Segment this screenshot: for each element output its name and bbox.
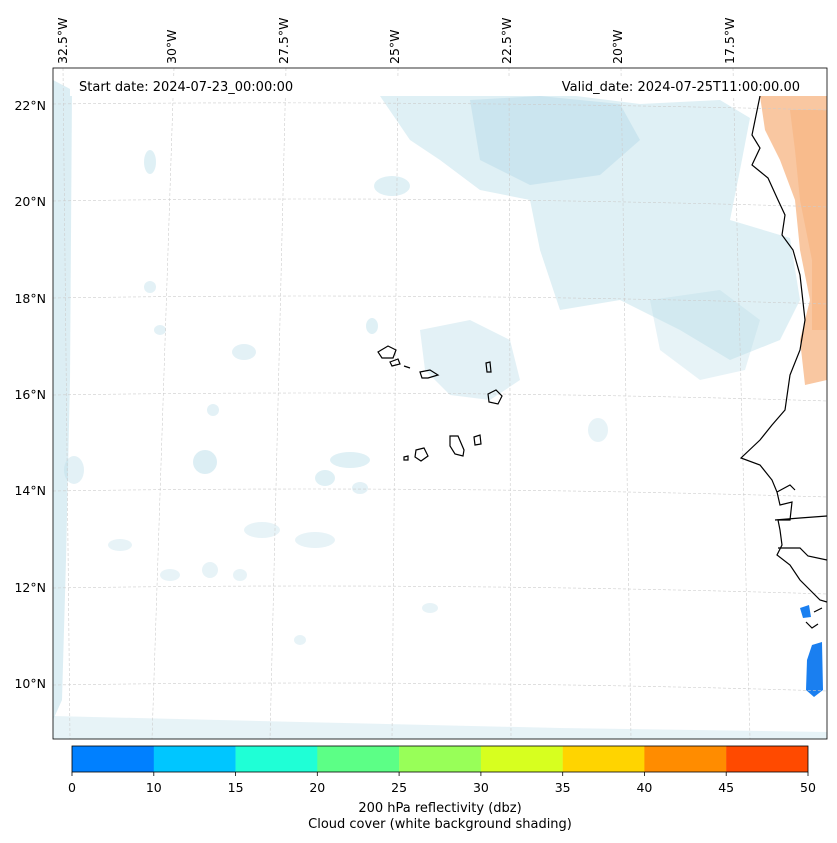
lon-label-20w: 20°W <box>610 29 625 64</box>
reflectivity-cell-small <box>800 605 811 618</box>
cloud-cell <box>294 635 306 645</box>
colorbar-tick-label: 35 <box>555 780 571 795</box>
colorbar-tick-label: 50 <box>800 780 816 795</box>
latitude-labels: 22°N 20°N 18°N 16°N 14°N 12°N 10°N <box>14 98 46 691</box>
cape-verde-islands <box>377 345 503 462</box>
island-boa-vista <box>487 389 503 405</box>
lat-label-14n: 14°N <box>14 483 46 498</box>
valid-date-label: Valid_date: 2024-07-25T11:00:00.00 <box>562 80 800 95</box>
island-sao-nicolau <box>419 369 440 379</box>
cloud-cell <box>232 344 256 360</box>
colorbar-tick-label: 15 <box>228 780 244 795</box>
cloud-cell <box>366 318 378 334</box>
coastlines <box>739 95 827 629</box>
map-panel: Start date: 2024-07-23_00:00:00 Valid_da… <box>52 67 828 740</box>
colorbar-ticks <box>71 772 809 776</box>
island-brava <box>403 455 409 461</box>
map-frame <box>52 67 828 740</box>
colorbar-segment <box>399 746 482 772</box>
lon-label-25w: 25°W <box>387 29 402 64</box>
cloud-cell <box>108 539 132 551</box>
lon-label-17-5w: 17.5°W <box>722 18 737 64</box>
colorbar-tick-label: 45 <box>718 780 734 795</box>
colorbar-tick-label: 10 <box>146 780 162 795</box>
lon-label-27-5w: 27.5°W <box>276 18 291 64</box>
colorbar-segment <box>562 746 645 772</box>
colorbar: 0 10 15 20 25 30 35 40 45 50 <box>68 745 816 795</box>
coast-inlet-senegal <box>776 484 796 493</box>
colorbar-tick-label: 30 <box>473 780 489 795</box>
date-info-box <box>70 76 810 96</box>
cloud-patch-central <box>420 320 520 400</box>
colorbar-segment <box>480 746 563 772</box>
island-sal <box>485 361 492 373</box>
lat-label-20n: 20°N <box>14 194 46 209</box>
lon-label-22-5w: 22.5°W <box>499 18 514 64</box>
cloud-cover-shading <box>53 80 827 739</box>
colorbar-tick-label: 0 <box>68 780 76 795</box>
lat-label-16n: 16°N <box>14 387 46 402</box>
cloud-cell <box>154 325 166 335</box>
africa-coastline <box>739 95 827 603</box>
cloud-bottom-edge <box>53 716 827 739</box>
colorbar-tick-label: 20 <box>309 780 325 795</box>
map-background <box>53 68 827 739</box>
graticule <box>53 68 827 739</box>
coast-islands-bijagos <box>805 607 823 629</box>
cloud-cell <box>144 150 156 174</box>
cloud-cell <box>202 562 218 578</box>
lon-label-30w: 30°W <box>164 29 179 64</box>
longitude-labels: 32.5°W 30°W 27.5°W 25°W 22.5°W 20°W 17.5… <box>55 18 737 64</box>
colorbar-tick-label: 40 <box>636 780 652 795</box>
colorbar-tick-labels: 0 10 15 20 25 30 35 40 45 50 <box>68 780 816 795</box>
lat-label-10n: 10°N <box>14 676 46 691</box>
start-date-label: Start date: 2024-07-23_00:00:00 <box>79 80 293 95</box>
cloud-cell <box>315 470 335 486</box>
colorbar-segment <box>317 746 400 772</box>
cloud-cell <box>374 176 410 196</box>
colorbar-tick-label: 25 <box>391 780 407 795</box>
lat-label-22n: 22°N <box>14 98 46 113</box>
cloud-cell <box>160 569 180 581</box>
cloud-cell <box>422 603 438 613</box>
cloud-cell <box>244 522 280 538</box>
cloud-core-north <box>470 96 640 185</box>
island-santo-antao <box>377 345 397 359</box>
cloud-cell <box>193 450 217 474</box>
cloud-cell <box>295 532 335 548</box>
cloud-cell <box>233 569 247 581</box>
cloud-cell <box>64 456 84 484</box>
warm-shading-core <box>790 110 827 330</box>
colorbar-segment <box>153 746 236 772</box>
reflectivity-cell-large <box>806 642 823 697</box>
coast-gambia-river <box>774 515 827 521</box>
colorbar-segment <box>72 746 154 772</box>
island-sao-vicente <box>389 358 401 367</box>
colorbar-segment <box>235 746 318 772</box>
colorbar-subtitle: Cloud cover (white background shading) <box>308 817 572 832</box>
colorbar-segment <box>644 746 727 772</box>
cloud-cell <box>144 281 156 293</box>
cloud-cell <box>588 418 608 442</box>
coast-guinea-bissau <box>778 547 827 561</box>
colorbar-segment <box>726 746 808 772</box>
cloud-patch-east <box>650 290 760 380</box>
lat-label-12n: 12°N <box>14 580 46 595</box>
cloud-cell <box>352 482 368 494</box>
colorbar-frame <box>71 745 809 773</box>
colorbar-title: 200 hPa reflectivity (dbz) <box>358 801 522 816</box>
island-santiago <box>449 435 465 457</box>
cloud-cell <box>207 404 219 416</box>
island-santa-luzia <box>403 365 411 369</box>
lon-label-32-5w: 32.5°W <box>55 18 70 64</box>
lat-label-18n: 18°N <box>14 291 46 306</box>
island-fogo <box>414 447 429 462</box>
cloud-western-edge <box>53 80 72 720</box>
cloud-cell <box>330 452 370 468</box>
island-maio <box>473 434 482 446</box>
